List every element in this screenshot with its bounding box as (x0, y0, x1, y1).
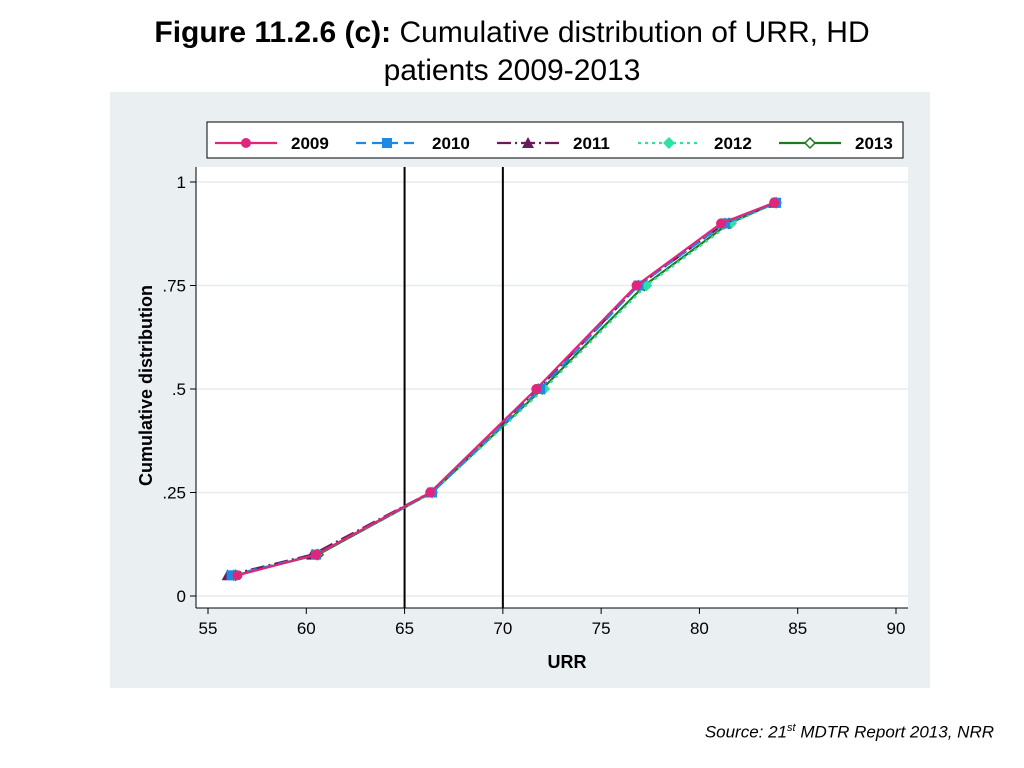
source-prefix: Source: 21 (704, 722, 788, 742)
x-tick-label: 80 (690, 619, 709, 638)
x-tick-label: 70 (493, 619, 512, 638)
data-point (226, 570, 237, 581)
figure-title-text: Cumulative distribution of URR, HD (399, 16, 870, 49)
data-point (311, 549, 322, 560)
y-tick-label: .75 (162, 277, 186, 296)
plot-panel: 0 .25 .5 .75 1 55 60 65 70 75 80 85 90 URR Cumulative … (110, 92, 930, 688)
y-tick-label: 0 (177, 587, 186, 606)
legend-label: 2012 (714, 134, 752, 153)
figure-title-bold: Figure 11.2.6 (c): (154, 16, 392, 49)
data-point (716, 218, 727, 229)
legend-marker (803, 136, 817, 150)
legend-label: 2013 (855, 134, 893, 153)
legend-label: 2010 (432, 134, 470, 153)
x-tick-label: 90 (887, 619, 906, 638)
data-point (769, 197, 780, 208)
legend-marker (382, 138, 392, 148)
x-axis-title: URR (548, 652, 587, 672)
data-point (631, 280, 642, 291)
y-tick-label: .25 (162, 484, 186, 503)
legend-label: 2009 (291, 134, 329, 153)
y-tick-label: 1 (177, 173, 186, 192)
cumulative-distribution-chart: 0 .25 .5 .75 1 55 60 65 70 75 80 85 90 URR Cumulative … (136, 121, 908, 672)
legend-box (206, 121, 904, 159)
data-point (531, 384, 542, 394)
plot-area (196, 167, 908, 608)
legend: 2009 2010 2011 2012 2013 (206, 121, 904, 159)
x-tick-label: 85 (788, 619, 807, 638)
source-suffix: MDTR Report 2013, NRR (795, 722, 994, 742)
figure-title-line2: patients 2009-2013 (383, 54, 641, 87)
x-tick-label: 75 (592, 619, 611, 638)
legend-marker (663, 137, 675, 149)
x-tick-label: 55 (199, 619, 218, 638)
legend-label: 2011 (573, 134, 610, 153)
x-tick-label: 60 (297, 619, 316, 638)
legend-marker (522, 137, 534, 148)
y-tick-label: .5 (172, 380, 186, 399)
data-point (232, 570, 243, 581)
source-note: Source: 21st MDTR Report 2013, NRR (705, 722, 994, 743)
data-point (425, 487, 436, 498)
x-tick-label: 65 (395, 619, 414, 638)
figure-title: Figure 11.2.6 (c): Cumulative distributi… (0, 14, 1024, 90)
legend-marker (241, 138, 251, 148)
series-2009 (232, 197, 780, 581)
source-superscript: st (787, 722, 796, 734)
y-axis-title: Cumulative distribution (136, 285, 156, 486)
